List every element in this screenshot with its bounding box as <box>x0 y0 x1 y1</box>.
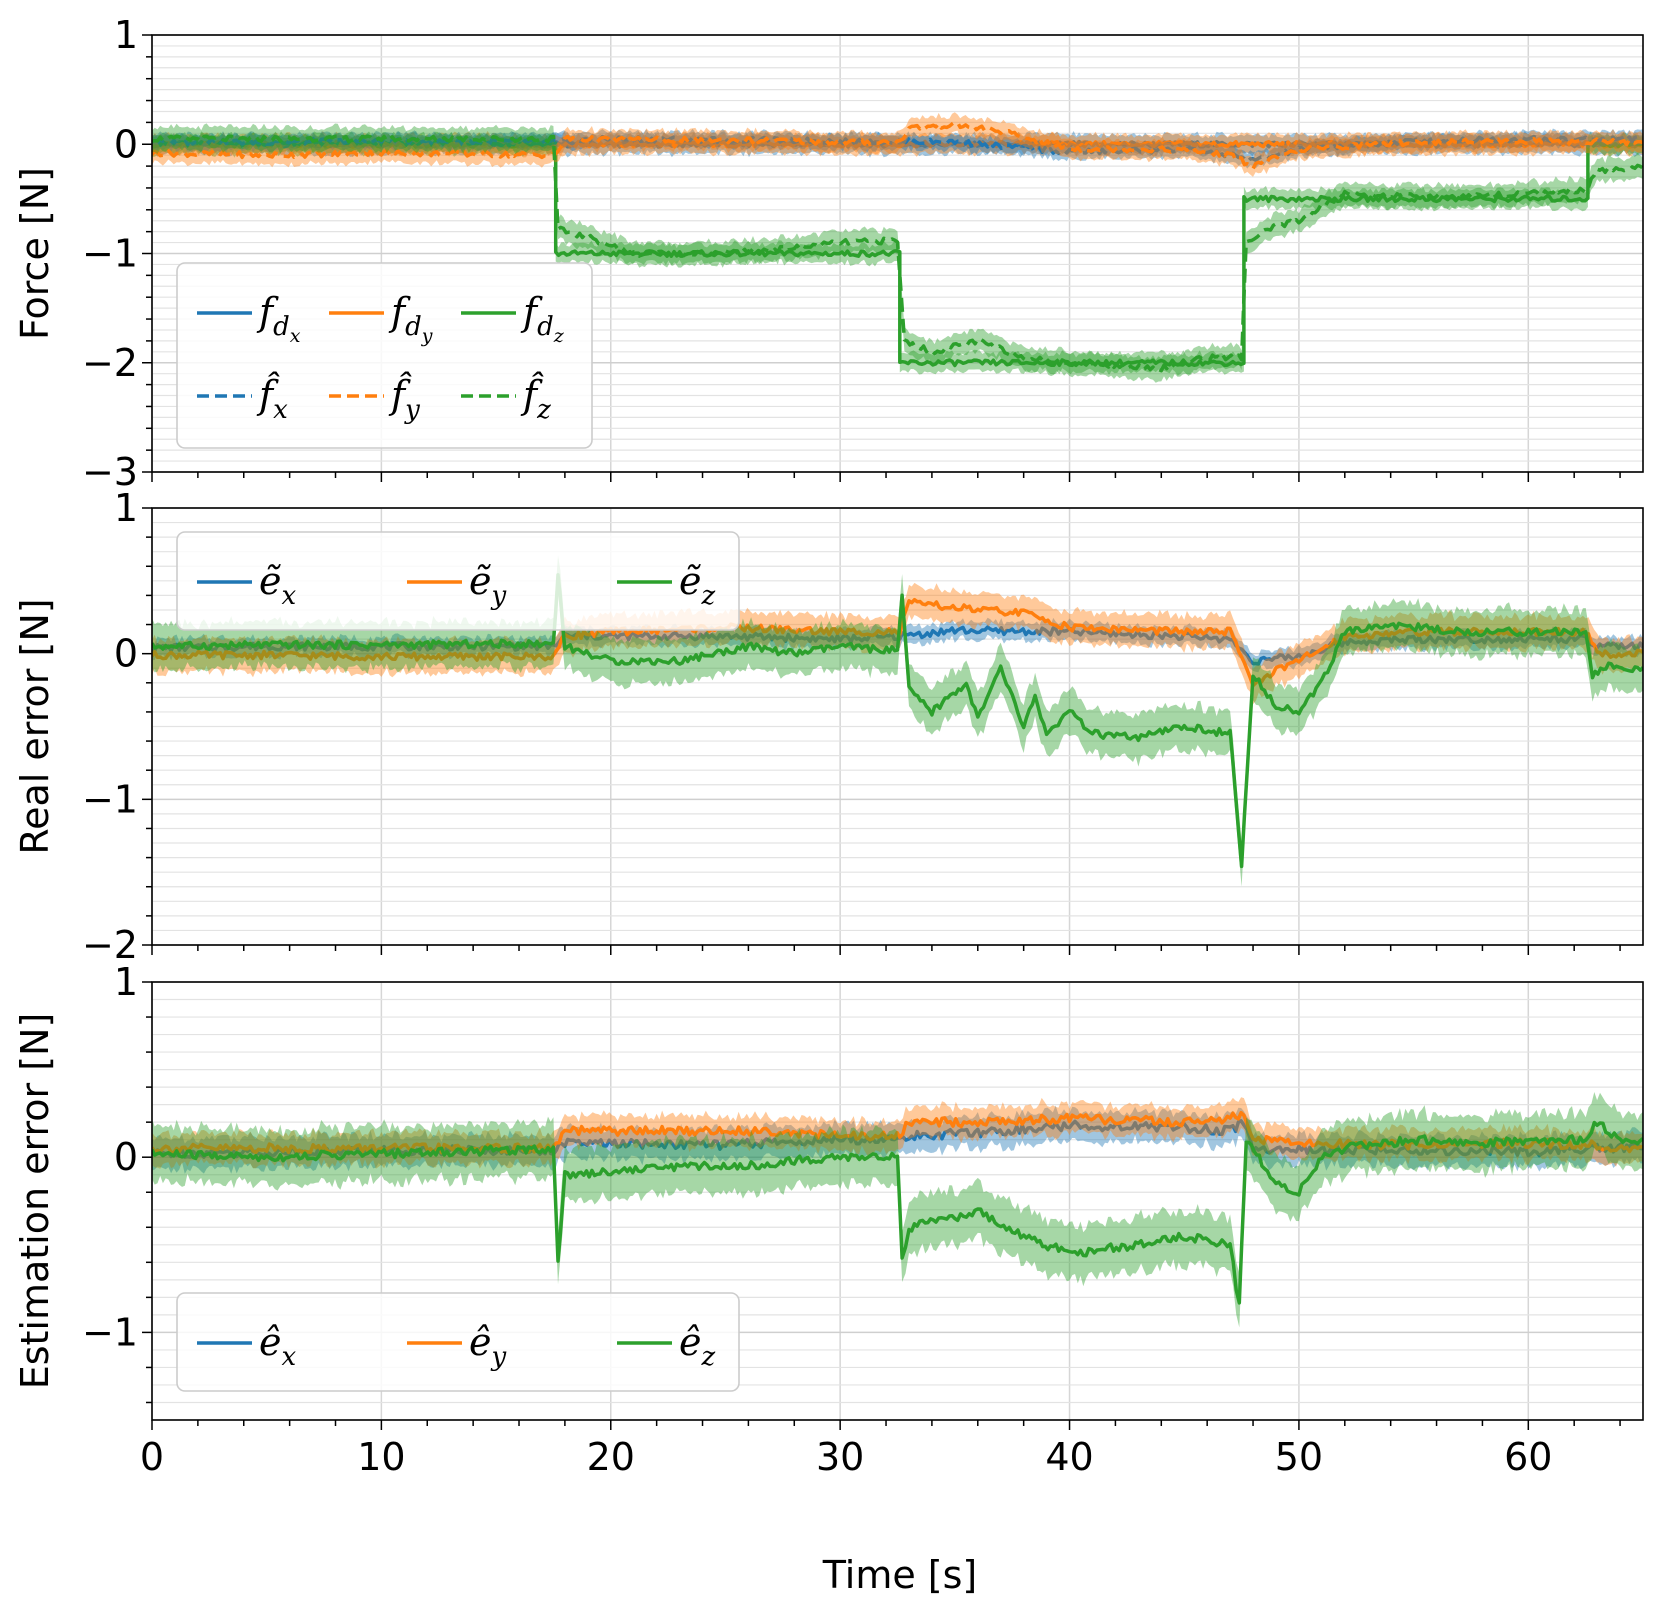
series-line-e_tilde_y <box>152 597 1643 688</box>
y-tick-label: −1 <box>82 777 138 821</box>
y-tick-label: −1 <box>82 232 138 276</box>
legend: ẽx ẽy ẽz <box>176 531 740 631</box>
x-tick-label: 40 <box>1045 1435 1093 1479</box>
legend-label-e_tilde_z: ẽz <box>679 559 716 611</box>
series-line-e_hat_z <box>152 1120 1643 1305</box>
band-f_dz <box>152 131 1643 377</box>
x-tick-label: 50 <box>1275 1435 1323 1479</box>
legend: êx êy êz <box>176 1292 740 1392</box>
y-axis-label: Force [N] <box>13 167 57 340</box>
series-line-e_hat_y <box>152 1110 1643 1155</box>
y-tick-label: −3 <box>82 450 138 494</box>
axes-frame <box>151 507 1644 946</box>
series-line-f_dz <box>152 139 1643 368</box>
x-tick-label: 10 <box>357 1435 405 1479</box>
band-f_hat_y <box>152 112 1643 177</box>
x-tick-label: 20 <box>587 1435 635 1479</box>
legend-label-e_tilde_x: ẽx <box>259 559 297 611</box>
y-tick-label: −1 <box>82 1310 138 1354</box>
x-tick-label: 30 <box>816 1435 864 1479</box>
x-axis-label: Time [s] <box>822 1553 978 1597</box>
plot-area <box>152 112 1643 383</box>
band-e_tilde_z <box>152 555 1643 887</box>
band-f_hat_z <box>152 123 1643 383</box>
legend-label-f_dy: fdy <box>388 290 433 347</box>
plot-area <box>152 555 1643 887</box>
y-tick-label: 0 <box>114 122 138 166</box>
y-tick-label: 1 <box>114 486 138 530</box>
y-tick-label: 1 <box>114 960 138 1004</box>
series-line-f_hat_y <box>152 120 1643 171</box>
series-line-f_hat_z <box>152 134 1643 373</box>
series-line-e_tilde_z <box>152 573 1643 869</box>
panel-real-error: −2 −1 0 1 Real error [N] ẽx ẽy ẽz <box>13 486 1644 967</box>
y-tick-label: 0 <box>114 632 138 676</box>
y-tick-label: −2 <box>82 341 138 385</box>
legend-label-e_hat_x: êx <box>259 1320 297 1372</box>
y-tick-label: 1 <box>114 13 138 57</box>
legend-label-e_hat_z: êz <box>679 1320 716 1372</box>
y-tick-label: −2 <box>82 923 138 967</box>
legend-label-e_tilde_y: ẽy <box>469 559 507 611</box>
plot-area <box>152 1092 1643 1328</box>
legend-box <box>176 262 593 449</box>
series-line-f_dy <box>152 139 1643 149</box>
axes-frame <box>151 981 1644 1421</box>
y-axis-label: Real error [N] <box>13 598 57 854</box>
legend-label-f_hat_z: f̂z <box>520 372 551 425</box>
legend-label-e_hat_y: êy <box>469 1320 507 1372</box>
x-tick-label: 0 <box>140 1435 164 1479</box>
x-tick-label: 60 <box>1504 1435 1552 1479</box>
y-axis-label: Estimation error [N] <box>13 1013 57 1390</box>
y-tick-label: 0 <box>114 1135 138 1179</box>
